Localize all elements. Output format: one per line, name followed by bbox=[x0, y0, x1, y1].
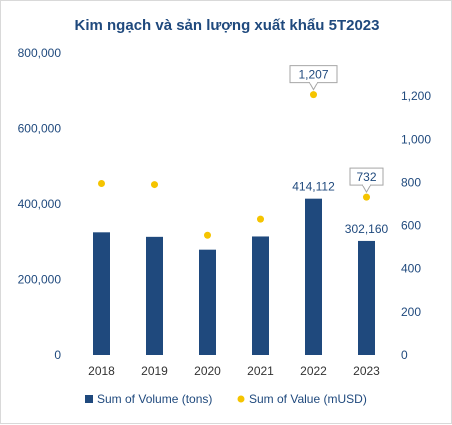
legend: Sum of Volume (tons) Sum of Value (mUSD) bbox=[85, 392, 367, 406]
right-tick-label: 600 bbox=[401, 219, 421, 233]
x-tick-label: 2022 bbox=[300, 364, 327, 378]
value-series bbox=[98, 91, 370, 239]
x-tick-label: 2020 bbox=[194, 364, 221, 378]
x-tick-label: 2021 bbox=[247, 364, 274, 378]
legend-swatch-value bbox=[237, 395, 245, 403]
left-tick-label: 0 bbox=[54, 348, 61, 362]
volume-bar bbox=[305, 198, 322, 355]
value-point bbox=[310, 91, 317, 99]
x-tick-label: 2019 bbox=[141, 364, 168, 378]
left-tick-label: 800,000 bbox=[18, 46, 62, 60]
right-tick-label: 200 bbox=[401, 305, 421, 319]
volume-bar bbox=[252, 236, 269, 355]
volume-data-label: 302,160 bbox=[345, 222, 389, 236]
volume-data-label: 414,112 bbox=[292, 180, 335, 194]
left-tick-label: 400,000 bbox=[18, 197, 62, 211]
value-point bbox=[98, 180, 105, 188]
value-callout-pointer bbox=[362, 184, 371, 194]
value-data-label: 732 bbox=[356, 170, 376, 184]
volume-series bbox=[93, 198, 375, 355]
right-tick-label: 0 bbox=[401, 348, 408, 362]
x-tick-label: 2023 bbox=[353, 364, 380, 378]
x-axis: 2018 2019 2020 2021 2022 2023 bbox=[88, 364, 380, 378]
volume-bar bbox=[358, 240, 375, 355]
right-tick-label: 1,200 bbox=[401, 89, 431, 103]
legend-label-volume: Sum of Volume (tons) bbox=[97, 392, 212, 406]
right-tick-label: 400 bbox=[401, 262, 421, 276]
left-tick-label: 600,000 bbox=[18, 122, 62, 136]
chart-title: Kim ngạch và sản lượng xuất khẩu 5T2023 bbox=[75, 17, 380, 34]
value-point bbox=[151, 181, 158, 189]
left-axis: 0 200,000 400,000 600,000 800,000 bbox=[18, 46, 62, 362]
value-point bbox=[363, 193, 370, 201]
x-tick-label: 2018 bbox=[88, 364, 115, 378]
volume-bar bbox=[199, 249, 216, 355]
right-tick-label: 800 bbox=[401, 175, 421, 189]
left-tick-label: 200,000 bbox=[18, 273, 62, 287]
value-point bbox=[204, 231, 211, 239]
value-point bbox=[257, 215, 264, 223]
legend-label-value: Sum of Value (mUSD) bbox=[249, 392, 367, 406]
legend-swatch-volume bbox=[85, 395, 93, 403]
volume-bar bbox=[93, 232, 110, 355]
value-data-label: 1,207 bbox=[298, 68, 328, 82]
right-axis: 0 200 400 600 800 1,000 1,200 bbox=[401, 89, 431, 362]
right-tick-label: 1,000 bbox=[401, 132, 431, 146]
data-labels: 414,112 302,160 1,207 732 bbox=[289, 65, 389, 236]
volume-bar bbox=[146, 236, 163, 355]
value-callout-pointer bbox=[309, 82, 318, 91]
